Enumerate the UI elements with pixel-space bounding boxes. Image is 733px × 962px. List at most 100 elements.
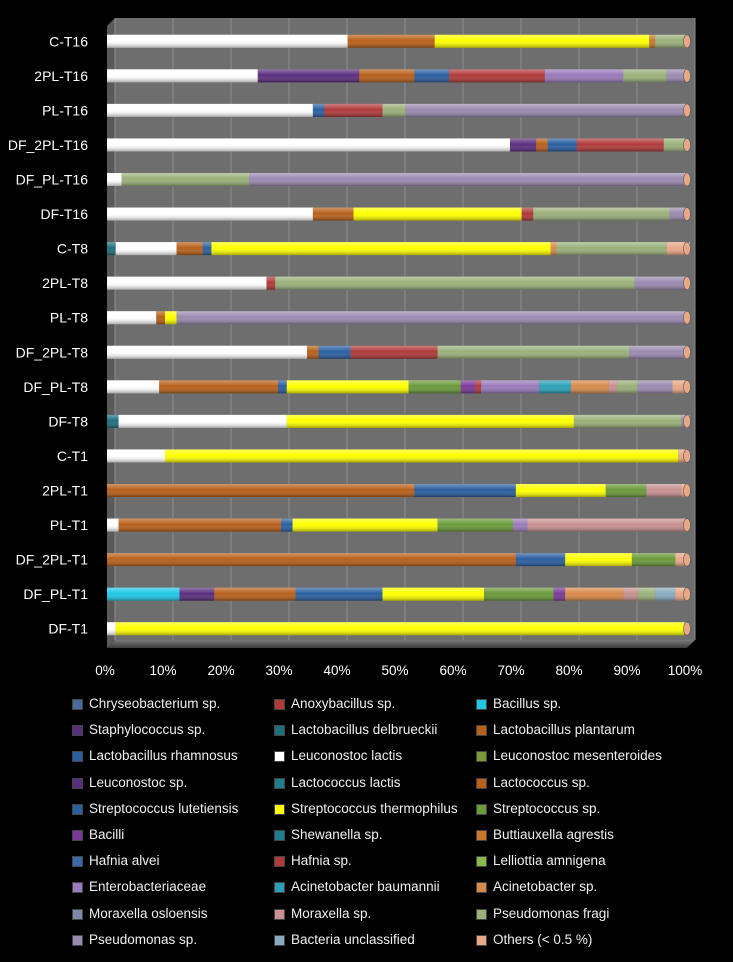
bar-segment [107,34,348,48]
bar-segment-shade [107,103,313,117]
bar-segment-shade [107,276,267,290]
legend-item: Others (< 0.5 %) [476,932,592,947]
bar-segment [608,380,618,394]
bar-segment [324,103,383,117]
bar-segment [307,345,319,359]
bar-segment-shade [536,138,548,152]
bar-segment [350,345,438,359]
bar-segment-shade [107,242,116,256]
bar-row [107,345,691,360]
bar-row [107,587,691,601]
bar-segment [655,34,685,48]
legend-label: Chryseobacterium sp. [89,696,221,711]
legend-item: Shewanella sp. [274,827,383,842]
category-label: C-T16 [49,33,88,49]
legend-label: Moraxella osloensis [89,905,208,921]
bar-row [107,380,691,394]
bar-segment-shade [249,173,685,186]
bar-segment-shade [617,380,638,394]
bar-segment [510,138,537,152]
bar-segment-shade [107,553,516,567]
bar-segment-shade [623,69,667,83]
bar-segment [115,242,177,256]
bar-segment [646,484,682,497]
legend-item: Hafnia alvei [72,853,160,868]
legend-item: Buttiauxella agrestis [476,827,614,842]
bar-segment [281,518,293,532]
legend-item: Moraxella sp. [274,906,371,921]
x-tick-label: 20% [207,663,234,678]
bar-segment-shade [107,380,160,394]
legend-item: Pseudomonas fragi [476,906,609,921]
legend-swatch [72,908,83,920]
bar-segment-shade [414,484,516,497]
bar-segment [107,103,313,117]
bar-segment-shade [107,173,122,186]
legend-label: Acinetobacter sp. [493,879,598,895]
x-tick-label: 60% [439,663,466,678]
bar-segment [382,103,406,117]
bar-end-cap [683,345,691,360]
legend-label: Bacteria unclassified [291,931,415,947]
bar-segment-shade [556,242,667,256]
bar-segment [312,103,325,117]
bar-segment [179,587,215,601]
bar-segment [460,380,476,394]
x-tick-label: 10% [149,663,176,678]
legend-swatch [476,829,487,841]
bar-row [107,172,691,187]
legend-label: Hafnia alvei [89,853,160,869]
bar-row [107,138,691,152]
bar-segment-shade [678,449,687,463]
bar-segment [107,207,313,221]
legend-swatch [476,934,487,946]
legend-item: Bacillus sp. [476,696,561,711]
stacked-bar-chart: C-T16 2PL-T16 PL-T16 DF_2PL-T16 DF_PL-T16 DF-… [8,18,703,678]
legend-swatch [274,882,285,894]
bar-segment-shade [655,34,685,48]
legend-item: Enterobacteriaceae [72,879,206,894]
bar-series [107,34,691,636]
bar-segment-shade [278,380,287,394]
legend-item: Lactobacillus plantarum [476,722,635,737]
x-tick-label: 100% [668,663,703,678]
bar-segment [539,380,571,394]
bar-segment-shade [118,414,287,428]
bar-end-cap [683,103,691,118]
bar-segment-shade [405,103,685,117]
bar-segment-shade [347,34,435,48]
bar-segment-shade [669,207,687,221]
bar-segment-shade [547,138,577,152]
bar-segment [107,242,116,256]
bar-segment-shade [281,518,293,532]
legend-label: Shewanella sp. [291,827,383,842]
bar-segment [312,207,354,221]
legend-label: Lactococcus sp. [493,774,590,790]
legend-label: Leuconostoc lactis [291,748,403,764]
legend-label: Lactobacillus delbrueckii [291,722,438,738]
bar-segment-shade [666,69,687,83]
bar-segment [159,380,279,394]
bar-segment [405,103,685,117]
bar-segment [484,587,554,601]
bar-segment [202,242,212,256]
bar-row [107,621,691,636]
bar-segment [553,587,566,601]
bar-segment-shade [350,345,438,359]
category-label: DF_2PL-T16 [8,137,88,153]
bar-segment-shade [107,518,119,532]
bar-row [107,310,691,325]
bar-segment-shade [605,484,647,497]
bar-segment [515,553,566,567]
legend-label: Pseudomonas sp. [89,931,198,947]
bar-segment-shade [434,34,650,48]
bar-segment [118,414,287,428]
legend-swatch [274,751,285,763]
bar-segment-shade [576,138,664,152]
bar-segment [107,276,267,290]
bar-segment [629,345,685,359]
x-tick-label: 40% [323,663,350,678]
legend-item: Staphylococcus sp. [72,722,205,737]
bar-segment-shade [115,242,177,256]
bar-row [107,69,691,83]
